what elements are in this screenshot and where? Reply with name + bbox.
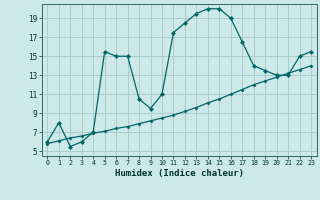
X-axis label: Humidex (Indice chaleur): Humidex (Indice chaleur) xyxy=(115,169,244,178)
